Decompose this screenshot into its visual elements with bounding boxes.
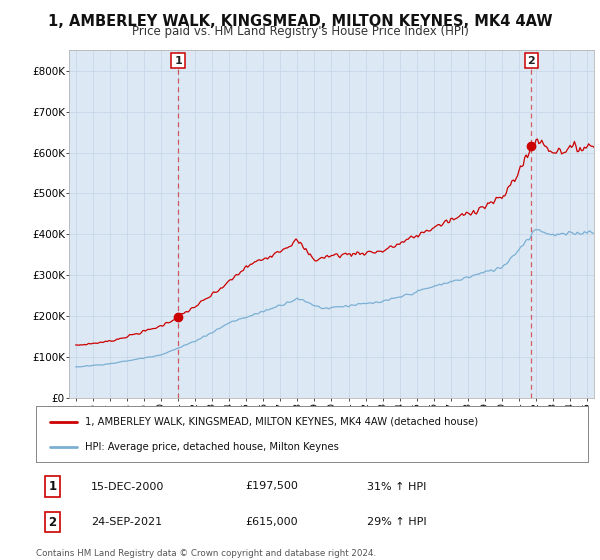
Text: Contains HM Land Registry data © Crown copyright and database right 2024.
This d: Contains HM Land Registry data © Crown c… <box>36 549 376 560</box>
Text: 1: 1 <box>174 55 182 66</box>
Text: 24-SEP-2021: 24-SEP-2021 <box>91 517 163 527</box>
Text: 1, AMBERLEY WALK, KINGSMEAD, MILTON KEYNES, MK4 4AW: 1, AMBERLEY WALK, KINGSMEAD, MILTON KEYN… <box>48 14 552 29</box>
Text: 15-DEC-2000: 15-DEC-2000 <box>91 482 164 492</box>
Text: HPI: Average price, detached house, Milton Keynes: HPI: Average price, detached house, Milt… <box>85 442 338 452</box>
Text: 1: 1 <box>49 480 56 493</box>
Text: Price paid vs. HM Land Registry's House Price Index (HPI): Price paid vs. HM Land Registry's House … <box>131 25 469 38</box>
Text: £197,500: £197,500 <box>246 482 299 492</box>
Text: 2: 2 <box>527 55 535 66</box>
Text: £615,000: £615,000 <box>246 517 298 527</box>
Text: 31% ↑ HPI: 31% ↑ HPI <box>367 482 427 492</box>
Text: 1, AMBERLEY WALK, KINGSMEAD, MILTON KEYNES, MK4 4AW (detached house): 1, AMBERLEY WALK, KINGSMEAD, MILTON KEYN… <box>85 417 478 427</box>
Text: 29% ↑ HPI: 29% ↑ HPI <box>367 517 427 527</box>
Text: 2: 2 <box>49 516 56 529</box>
